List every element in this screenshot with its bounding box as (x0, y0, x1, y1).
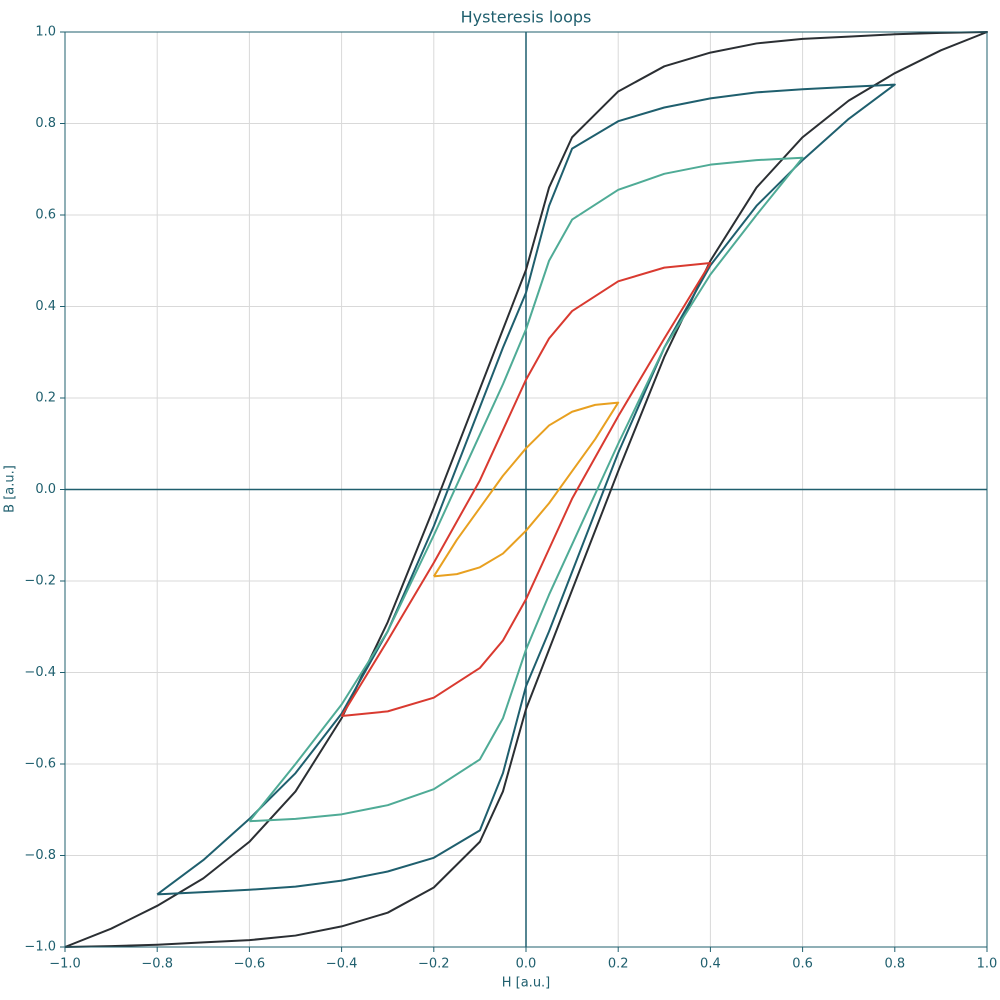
y-tick-label: −0.6 (24, 757, 56, 772)
y-tick-label: 0.4 (35, 299, 56, 314)
x-tick-label: −0.8 (141, 957, 173, 972)
x-tick-label: 0.4 (700, 957, 721, 972)
x-tick-label: 1.0 (977, 957, 998, 972)
y-tick-label: 0.8 (35, 116, 56, 131)
plot-frame (64, 31, 988, 948)
y-tick-label: −0.2 (24, 574, 56, 589)
x-tick-label: −0.2 (418, 957, 450, 972)
x-tick-label: 0.2 (608, 957, 629, 972)
chart-title: Hysteresis loops (461, 8, 592, 27)
y-tick-label: −0.8 (24, 848, 56, 863)
x-tick-label: 0.0 (516, 957, 537, 972)
hysteresis-loop (156, 83, 896, 896)
y-tick-label: −0.4 (24, 665, 56, 680)
y-tick-label: 0.0 (35, 482, 56, 497)
hysteresis-loop (248, 156, 804, 823)
hysteresis-loop (432, 401, 620, 578)
x-tick-label: −1.0 (49, 957, 81, 972)
x-axis-label: H [a.u.] (502, 976, 551, 991)
x-tick-label: 0.6 (792, 957, 813, 972)
y-tick-label: −1.0 (24, 940, 56, 955)
y-axis-label: B [a.u.] (3, 465, 18, 513)
hysteresis-loop (340, 262, 712, 717)
x-tick-label: 0.8 (884, 957, 905, 972)
y-tick-label: 1.0 (35, 25, 56, 40)
y-tick-label: 0.2 (35, 391, 56, 406)
y-tick-label: 0.6 (35, 208, 56, 223)
x-tick-label: −0.6 (234, 957, 266, 972)
x-tick-label: −0.4 (326, 957, 358, 972)
